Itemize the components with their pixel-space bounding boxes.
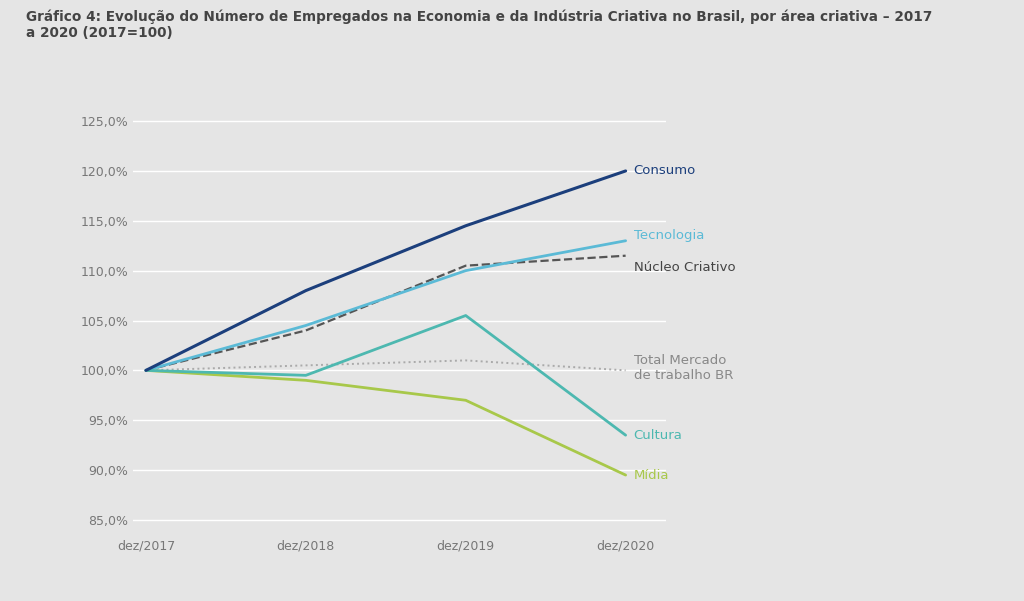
Text: Gráfico 4: Evolução do Número de Empregados na Economia e da Indústria Criativa : Gráfico 4: Evolução do Número de Emprega… [26,9,932,40]
Text: Consumo: Consumo [634,165,696,177]
Text: Cultura: Cultura [634,429,682,442]
Text: Total Mercado
de trabalho BR: Total Mercado de trabalho BR [634,355,733,382]
Text: Tecnologia: Tecnologia [634,229,703,242]
Text: Mídia: Mídia [634,469,669,481]
Text: Núcleo Criativo: Núcleo Criativo [634,261,735,273]
